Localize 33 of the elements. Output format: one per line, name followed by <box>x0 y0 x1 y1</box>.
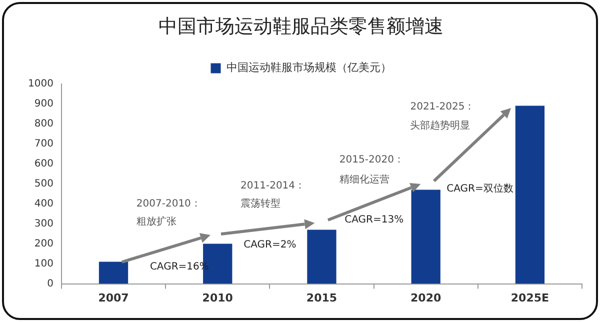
annotation: 2007-2010： <box>136 198 201 210</box>
x-tick-label: 2007 <box>98 291 129 304</box>
y-tick-label: 0 <box>47 278 54 290</box>
annotation: CAGR=2% <box>244 239 296 250</box>
x-tick-label: 2015 <box>306 291 338 304</box>
y-tick-label: 600 <box>34 158 54 170</box>
bar <box>411 190 440 284</box>
annotation: 精细化运营 <box>339 173 390 186</box>
y-tick-label: 100 <box>34 258 54 270</box>
y-tick-label: 500 <box>34 178 54 190</box>
legend-label: 中国运动鞋服市场规模（亿美元） <box>226 61 392 74</box>
bar <box>515 106 545 284</box>
annotation: 2015-2020： <box>339 154 404 166</box>
bar <box>98 262 128 284</box>
annotation: CAGR=13% <box>344 214 404 226</box>
x-tick-label: 2025E <box>510 291 550 304</box>
y-tick-label: 200 <box>34 238 54 250</box>
y-tick-label: 900 <box>34 98 54 110</box>
chart-title: 中国市场运动鞋服品类零售额增速 <box>158 15 444 38</box>
bar <box>307 230 336 284</box>
y-tick-label: 700 <box>34 138 54 150</box>
y-tick-label: 1000 <box>28 78 54 90</box>
annotation: 2021-2025： <box>410 101 475 112</box>
annotation: 头部趋势明显 <box>410 119 470 132</box>
x-tick-label: 2020 <box>410 291 442 304</box>
annotation: 2011-2014： <box>240 180 306 192</box>
y-tick-label: 300 <box>34 218 54 230</box>
y-tick-label: 400 <box>34 198 54 210</box>
annotation: CAGR=双位数 <box>446 182 514 194</box>
annotation: 粗放扩张 <box>136 215 176 228</box>
annotation: 震荡转型 <box>240 197 281 210</box>
x-tick-label: 2010 <box>202 291 234 304</box>
y-tick-label: 800 <box>34 118 54 130</box>
